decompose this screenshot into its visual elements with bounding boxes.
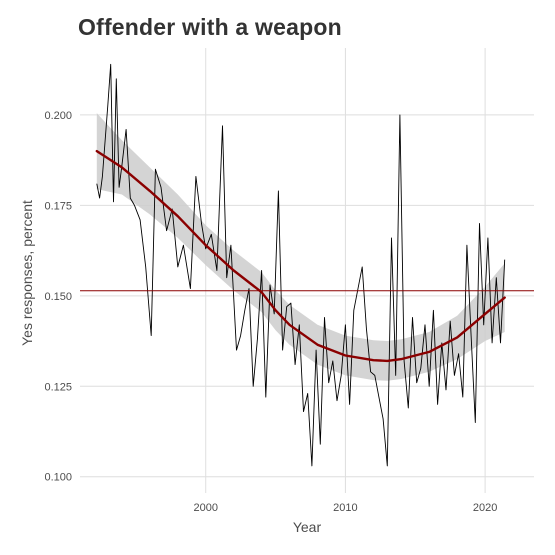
confidence-band-area bbox=[96, 113, 505, 381]
y-tick-label-2: 0.150 bbox=[44, 291, 72, 303]
confidence-band bbox=[96, 113, 505, 381]
smooth-series bbox=[95, 149, 506, 363]
grid-lines bbox=[80, 48, 534, 493]
y-axis-title: Yes responses, percent bbox=[19, 200, 35, 346]
raw-series-line bbox=[96, 63, 506, 467]
x-tick-label-2: 2020 bbox=[473, 502, 497, 514]
y-tick-label-0: 0.100 bbox=[44, 472, 72, 484]
x-tick-label-1: 2010 bbox=[333, 502, 357, 514]
y-tick-label-4: 0.200 bbox=[44, 110, 72, 122]
x-tick-label-0: 2000 bbox=[193, 502, 217, 514]
chart-title: Offender with a weapon bbox=[78, 14, 342, 40]
smooth-series-line bbox=[95, 149, 506, 363]
raw-series bbox=[96, 63, 506, 467]
y-axis-ticks: 0.100 0.125 0.150 0.175 0.200 bbox=[44, 110, 72, 484]
y-tick-label-1: 0.125 bbox=[44, 381, 72, 393]
x-axis-ticks: 2000 2010 2020 bbox=[193, 502, 497, 514]
x-axis-title: Year bbox=[293, 519, 322, 535]
y-tick-label-3: 0.175 bbox=[44, 200, 72, 212]
